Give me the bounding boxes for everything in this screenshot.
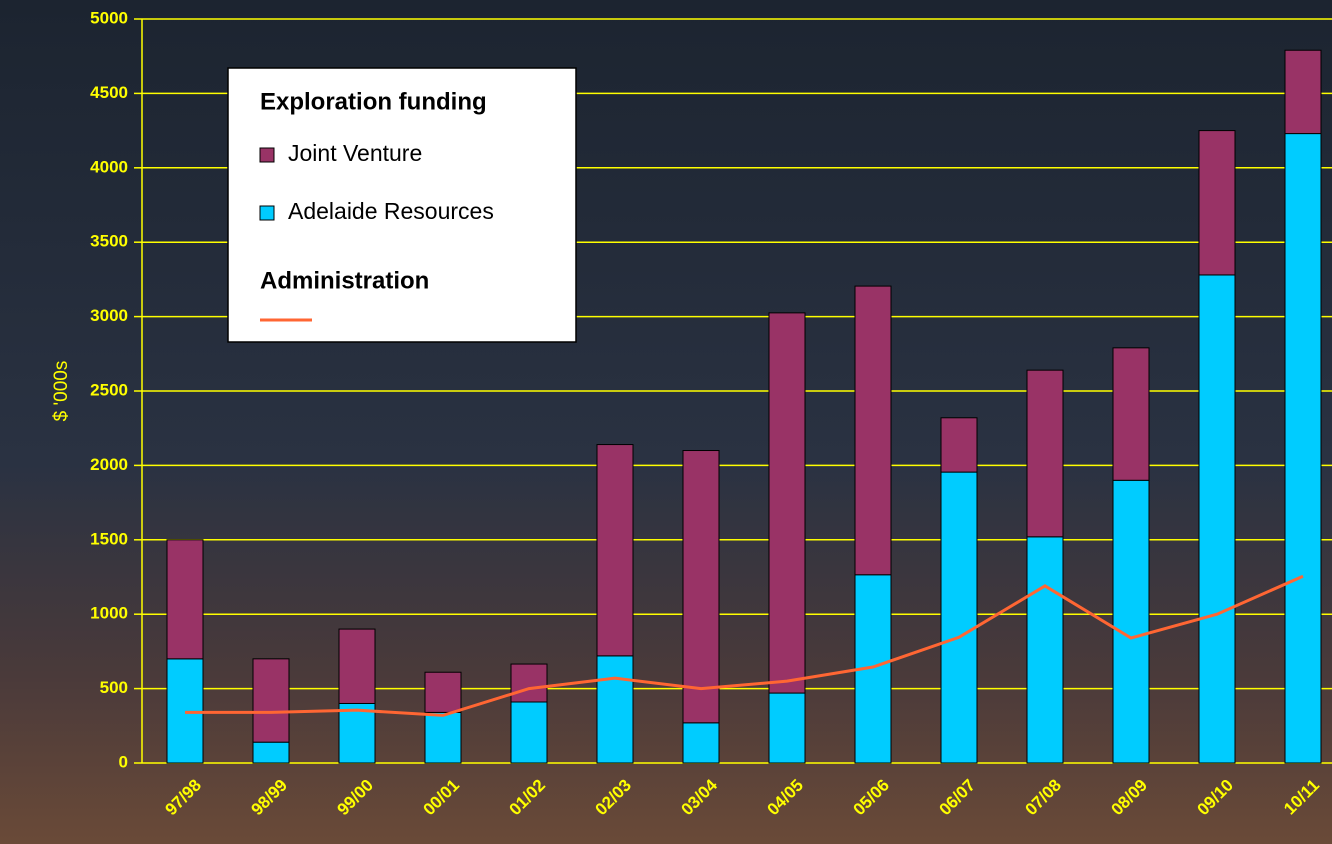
legend-swatch bbox=[259, 147, 275, 163]
bar-segment bbox=[596, 444, 634, 657]
y-axis-label: $ '000s bbox=[51, 361, 72, 422]
bar-segment bbox=[252, 741, 290, 764]
bar-segment bbox=[1112, 479, 1150, 764]
bar-segment bbox=[1026, 369, 1064, 538]
bar-segment bbox=[1026, 536, 1064, 764]
bar-segment bbox=[1198, 274, 1236, 764]
y-tick-label: 4000 bbox=[90, 157, 128, 176]
bar-segment bbox=[424, 671, 462, 713]
bar-segment bbox=[1284, 133, 1322, 764]
bar-segment bbox=[768, 692, 806, 764]
legend-box bbox=[227, 67, 577, 343]
bar-segment bbox=[1112, 347, 1150, 481]
legend-label: Joint Venture bbox=[288, 140, 422, 166]
y-tick-label: 3000 bbox=[90, 306, 128, 325]
bar-segment bbox=[854, 285, 892, 576]
y-tick-label: 0 bbox=[119, 752, 128, 771]
legend-label: Administration bbox=[260, 267, 429, 294]
bar-segment bbox=[338, 702, 376, 764]
bar-segment bbox=[1284, 49, 1322, 135]
bar-segment bbox=[424, 711, 462, 764]
line bbox=[185, 574, 1304, 717]
y-tick-label: 2500 bbox=[90, 380, 128, 399]
bar-segment bbox=[338, 628, 376, 704]
bar-segment bbox=[682, 722, 720, 764]
y-tick-label: 5000 bbox=[90, 8, 128, 27]
bar-segment bbox=[768, 312, 806, 694]
bar-segment bbox=[682, 450, 720, 724]
legend: Exploration funding Adelaide Resources Jo… bbox=[227, 67, 577, 343]
bar-segment bbox=[596, 655, 634, 764]
y-tick-label: 4500 bbox=[90, 83, 128, 102]
bar-segment bbox=[252, 658, 290, 743]
bar-segment bbox=[166, 539, 204, 660]
bar-segment bbox=[940, 471, 978, 764]
legend-title: Exploration funding bbox=[260, 88, 487, 115]
y-tick-label: 3500 bbox=[90, 232, 128, 251]
bar-segment bbox=[940, 417, 978, 473]
bar-segment bbox=[510, 701, 548, 764]
y-tick-label: 2000 bbox=[90, 455, 128, 474]
y-tick-label: 500 bbox=[100, 678, 128, 697]
bar-segment bbox=[510, 663, 548, 703]
legend-swatch bbox=[259, 205, 275, 221]
bar-segment bbox=[1198, 130, 1236, 276]
y-tick-label: 1500 bbox=[90, 529, 128, 548]
y-tick-label: 1000 bbox=[90, 604, 128, 623]
legend-label: Adelaide Resources bbox=[288, 198, 494, 224]
